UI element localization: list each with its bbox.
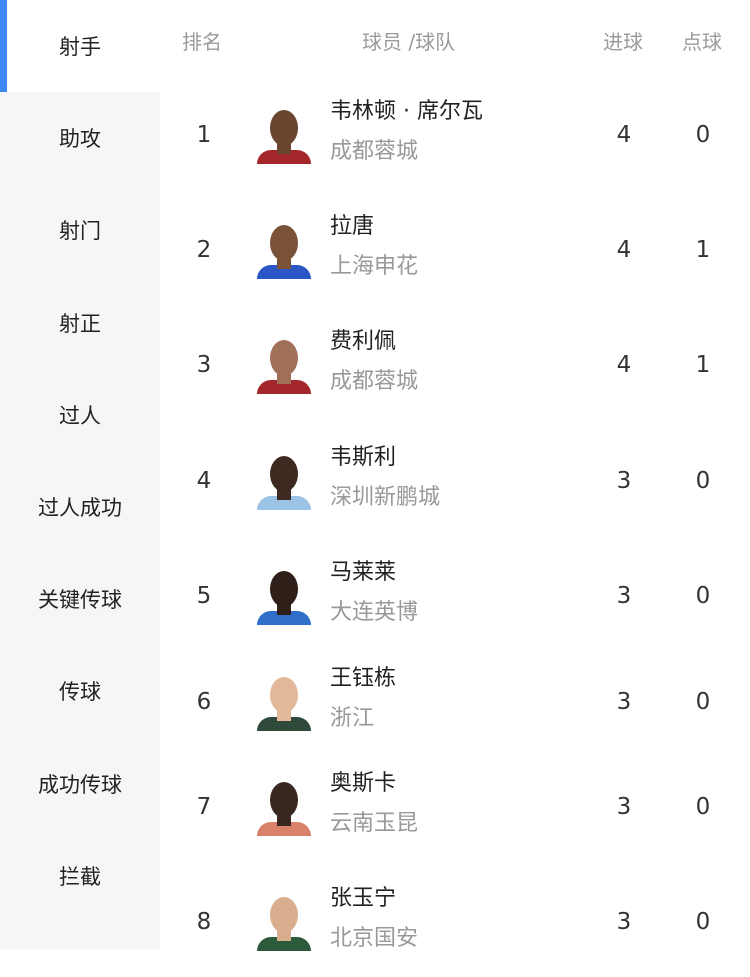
penalties: 1 [695, 237, 711, 263]
penalties: 1 [695, 352, 711, 378]
team-name: 成都蓉城 [330, 139, 419, 164]
category-sidebar: 射手助攻射门射正过人过人成功关键传球传球成功传球拦截 [0, 0, 160, 949]
team-name: 云南玉昆 [330, 811, 419, 836]
penalties: 0 [695, 583, 711, 609]
penalties: 0 [695, 689, 711, 715]
team-name: 深圳新鹏城 [330, 485, 441, 510]
player-avatar [255, 336, 313, 394]
player-avatar [255, 221, 313, 279]
goals: 3 [616, 583, 632, 609]
team-name: 北京国安 [330, 926, 419, 951]
header-rank: 排名 [182, 30, 222, 54]
team-name: 上海申花 [330, 254, 419, 279]
table-row[interactable]: 2 拉唐 上海申花 4 1 [160, 195, 750, 305]
sidebar-item-0[interactable]: 射手 [0, 0, 160, 92]
active-indicator [0, 0, 7, 92]
rank: 1 [196, 122, 212, 148]
table-row[interactable]: 7 奥斯卡 云南玉昆 3 0 [160, 752, 750, 862]
table-row[interactable]: 8 张玉宁 北京国安 3 0 [160, 867, 750, 977]
sidebar-item-3[interactable]: 射正 [59, 311, 101, 336]
player-name[interactable]: 张玉宁 [330, 886, 397, 911]
sidebar-item-7[interactable]: 传球 [59, 680, 101, 705]
goals: 4 [616, 122, 632, 148]
table-row[interactable]: 4 韦斯利 深圳新鹏城 3 0 [160, 426, 750, 536]
goals: 3 [616, 468, 632, 494]
sidebar-item-4[interactable]: 过人 [59, 403, 101, 428]
rank: 4 [196, 468, 212, 494]
player-avatar [255, 452, 313, 510]
sidebar-item-8[interactable]: 成功传球 [38, 772, 122, 797]
player-avatar [255, 567, 313, 625]
player-name[interactable]: 费利佩 [330, 329, 397, 354]
goals: 3 [616, 794, 632, 820]
header-penalties: 点球 [682, 30, 722, 54]
player-name[interactable]: 韦斯利 [330, 445, 397, 470]
player-name[interactable]: 拉唐 [330, 214, 375, 239]
table-row[interactable]: 6 王钰栋 浙江 3 0 [160, 647, 750, 757]
player-name[interactable]: 王钰栋 [330, 666, 397, 691]
team-name: 大连英博 [330, 600, 419, 625]
player-avatar [255, 106, 313, 164]
table-row[interactable]: 3 费利佩 成都蓉城 4 1 [160, 310, 750, 420]
rank: 7 [196, 794, 212, 820]
team-name: 成都蓉城 [330, 369, 419, 394]
player-name[interactable]: 韦林顿 · 席尔瓦 [330, 99, 483, 124]
penalties: 0 [695, 794, 711, 820]
penalties: 0 [695, 468, 711, 494]
goals: 3 [616, 689, 632, 715]
player-avatar [255, 893, 313, 951]
table-row[interactable]: 1 韦林顿 · 席尔瓦 成都蓉城 4 0 [160, 80, 750, 190]
sidebar-item-2[interactable]: 射门 [59, 219, 101, 244]
rank: 3 [196, 352, 212, 378]
player-avatar [255, 778, 313, 836]
rank: 2 [196, 237, 212, 263]
penalties: 0 [695, 909, 711, 935]
sidebar-item-9[interactable]: 拦截 [59, 864, 101, 889]
table-row[interactable]: 5 马莱莱 大连英博 3 0 [160, 541, 750, 651]
goals: 4 [616, 237, 632, 263]
team-name: 浙江 [330, 706, 375, 731]
sidebar-item-5[interactable]: 过人成功 [38, 496, 122, 520]
goals: 4 [616, 352, 632, 378]
rank: 5 [196, 583, 212, 609]
rank: 8 [196, 909, 212, 935]
player-avatar [255, 673, 313, 731]
header-player-team: 球员 /球队 [362, 30, 456, 54]
player-name[interactable]: 奥斯卡 [330, 771, 397, 796]
penalties: 0 [695, 122, 711, 148]
sidebar-item-1[interactable]: 助攻 [59, 127, 101, 152]
header-goals: 进球 [603, 30, 643, 54]
player-name[interactable]: 马莱莱 [330, 560, 397, 585]
goals: 3 [616, 909, 632, 935]
sidebar-item-6[interactable]: 关键传球 [38, 588, 122, 613]
rank: 6 [196, 689, 212, 715]
